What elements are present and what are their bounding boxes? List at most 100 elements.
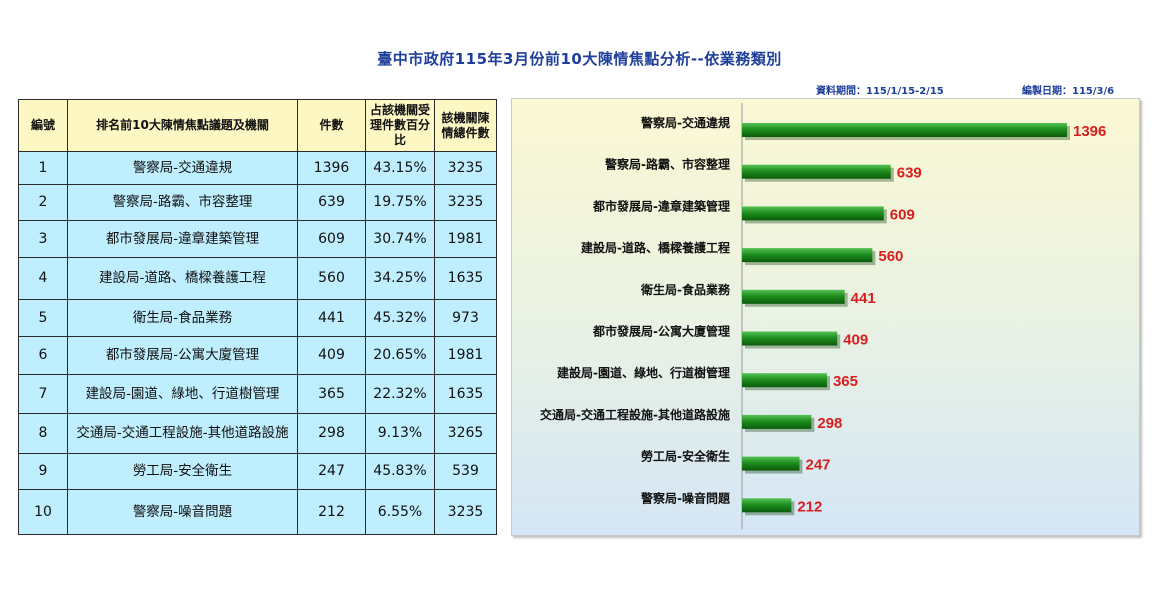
cell-rank: 1 xyxy=(18,151,68,185)
table-row: 10 警察局-噪音問題 212 6.55% 3235 xyxy=(18,489,497,535)
value-label: 1396 xyxy=(1073,123,1106,140)
cell-percent: 45.32% xyxy=(365,299,435,337)
cell-total: 3265 xyxy=(434,413,497,454)
cell-total: 539 xyxy=(434,453,497,490)
bar xyxy=(742,456,800,471)
cell-topic: 交通局-交通工程設施-其他道路設施 xyxy=(67,413,298,454)
bar xyxy=(742,248,873,263)
category-label: 都市發展局-公寓大廈管理 xyxy=(592,324,730,339)
value-label: 298 xyxy=(817,415,842,432)
value-label: 639 xyxy=(897,165,922,182)
bar xyxy=(742,206,884,221)
value-label: 609 xyxy=(890,206,915,223)
cell-rank: 7 xyxy=(18,374,68,414)
bar-chart: 警察局-交通違規 1396 警察局-路霸、市容整理 639 都市發展局-違章建築管理 60… xyxy=(540,103,1106,529)
cell-total: 1635 xyxy=(434,257,497,300)
cell-count: 639 xyxy=(297,184,366,221)
value-label: 247 xyxy=(806,457,831,474)
category-label: 警察局-交通違規 xyxy=(640,115,730,130)
bar xyxy=(742,164,891,179)
category-label: 交通局-交通工程設施-其他道路設施 xyxy=(540,407,730,422)
header-count: 件數 xyxy=(297,99,366,152)
cell-total: 1981 xyxy=(434,336,497,375)
value-label: 560 xyxy=(878,248,903,265)
cell-rank: 6 xyxy=(18,336,68,375)
cell-rank: 10 xyxy=(18,489,68,535)
cell-rank: 5 xyxy=(18,299,68,337)
cell-percent: 45.83% xyxy=(365,453,435,490)
table-row: 6 都市發展局-公寓大廈管理 409 20.65% 1981 xyxy=(18,336,497,375)
cell-percent: 43.15% xyxy=(365,151,435,185)
cell-topic: 警察局-路霸、市容整理 xyxy=(67,184,298,221)
data-period-label: 資料期間：115/1/15-2/15 xyxy=(816,86,944,97)
cell-topic: 警察局-交通違規 xyxy=(67,151,298,185)
table-row: 7 建設局-園道、綠地、行道樹管理 365 22.32% 1635 xyxy=(18,374,497,414)
table-row: 1 警察局-交通違規 1396 43.15% 3235 xyxy=(18,151,497,185)
cell-total: 3235 xyxy=(434,489,497,535)
cell-count: 609 xyxy=(297,220,366,258)
cell-count: 365 xyxy=(297,374,366,414)
table-row: 2 警察局-路霸、市容整理 639 19.75% 3235 xyxy=(18,184,497,221)
cell-topic: 衛生局-食品業務 xyxy=(67,299,298,337)
table-header-row: 編號 排名前10大陳情焦點議題及機關 件數 占該機關受理件數百分比 該機關陳情總… xyxy=(18,99,497,152)
bar xyxy=(742,414,812,429)
cell-topic: 建設局-道路、橋樑養護工程 xyxy=(67,257,298,300)
cell-count: 409 xyxy=(297,336,366,375)
cell-count: 560 xyxy=(297,257,366,300)
cell-rank: 2 xyxy=(18,184,68,221)
cell-percent: 19.75% xyxy=(365,184,435,221)
cell-topic: 都市發展局-違章建築管理 xyxy=(67,220,298,258)
bar xyxy=(742,498,792,513)
table-row: 5 衛生局-食品業務 441 45.32% 973 xyxy=(18,299,497,337)
bar xyxy=(742,123,1067,137)
bar xyxy=(742,289,845,304)
header-topic: 排名前10大陳情焦點議題及機關 xyxy=(67,99,298,152)
bar xyxy=(742,331,838,346)
bar xyxy=(742,373,827,388)
cell-percent: 22.32% xyxy=(365,374,435,414)
cell-percent: 30.74% xyxy=(365,220,435,258)
chart-panel: 警察局-交通違規 1396 警察局-路霸、市容整理 639 都市發展局-違章建築管理 60… xyxy=(511,98,1140,536)
cell-percent: 20.65% xyxy=(365,336,435,375)
category-label: 勞工局-安全衛生 xyxy=(641,449,730,464)
cell-count: 212 xyxy=(297,489,366,535)
category-label: 都市發展局-違章建築管理 xyxy=(592,198,730,213)
value-label: 365 xyxy=(833,373,858,390)
page-title: 臺中市政府115年3月份前10大陳情焦點分析--依業務類別 xyxy=(377,50,782,68)
table-row: 3 都市發展局-違章建築管理 609 30.74% 1981 xyxy=(18,220,497,258)
cell-rank: 9 xyxy=(18,453,68,490)
cell-topic: 建設局-園道、綠地、行道樹管理 xyxy=(67,374,298,414)
cell-total: 3235 xyxy=(434,151,497,185)
table-row: 9 勞工局-安全衛生 247 45.83% 539 xyxy=(18,453,497,490)
category-label: 建設局-道路、橋樑養護工程 xyxy=(580,240,730,255)
cell-rank: 8 xyxy=(18,413,68,454)
cell-total: 973 xyxy=(434,299,497,337)
header-total: 該機關陳情總件數 xyxy=(434,99,497,152)
table-row: 8 交通局-交通工程設施-其他道路設施 298 9.13% 3265 xyxy=(18,413,497,454)
header-no: 編號 xyxy=(18,99,68,152)
value-label: 409 xyxy=(843,332,868,349)
category-label: 建設局-園道、綠地、行道樹管理 xyxy=(556,365,730,380)
cell-percent: 34.25% xyxy=(365,257,435,300)
table-row: 4 建設局-道路、橋樑養護工程 560 34.25% 1635 xyxy=(18,257,497,300)
cell-count: 298 xyxy=(297,413,366,454)
ranking-table: 編號 排名前10大陳情焦點議題及機關 件數 占該機關受理件數百分比 該機關陳情總… xyxy=(18,99,497,535)
category-label: 衛生局-食品業務 xyxy=(640,282,731,297)
cell-topic: 都市發展局-公寓大廈管理 xyxy=(67,336,298,375)
cell-total: 1635 xyxy=(434,374,497,414)
cell-percent: 9.13% xyxy=(365,413,435,454)
value-label: 212 xyxy=(797,498,822,515)
compiled-date-label: 編製日期：115/3/6 xyxy=(1022,86,1115,97)
cell-count: 441 xyxy=(297,299,366,337)
value-label: 441 xyxy=(851,290,876,307)
header-percent: 占該機關受理件數百分比 xyxy=(365,99,435,152)
cell-total: 3235 xyxy=(434,184,497,221)
cell-percent: 6.55% xyxy=(365,489,435,535)
category-label: 警察局-噪音問題 xyxy=(640,490,731,505)
cell-topic: 勞工局-安全衛生 xyxy=(67,453,298,490)
cell-topic: 警察局-噪音問題 xyxy=(67,489,298,535)
cell-count: 1396 xyxy=(297,151,366,185)
category-label: 警察局-路霸、市容整理 xyxy=(604,157,730,172)
cell-total: 1981 xyxy=(434,220,497,258)
cell-rank: 4 xyxy=(18,257,68,300)
